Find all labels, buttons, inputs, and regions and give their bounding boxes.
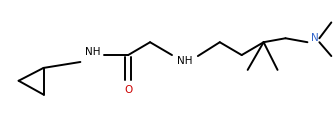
Text: NH: NH: [84, 47, 100, 57]
Text: NH: NH: [177, 56, 193, 66]
Text: N: N: [311, 33, 318, 43]
Text: O: O: [124, 85, 132, 95]
